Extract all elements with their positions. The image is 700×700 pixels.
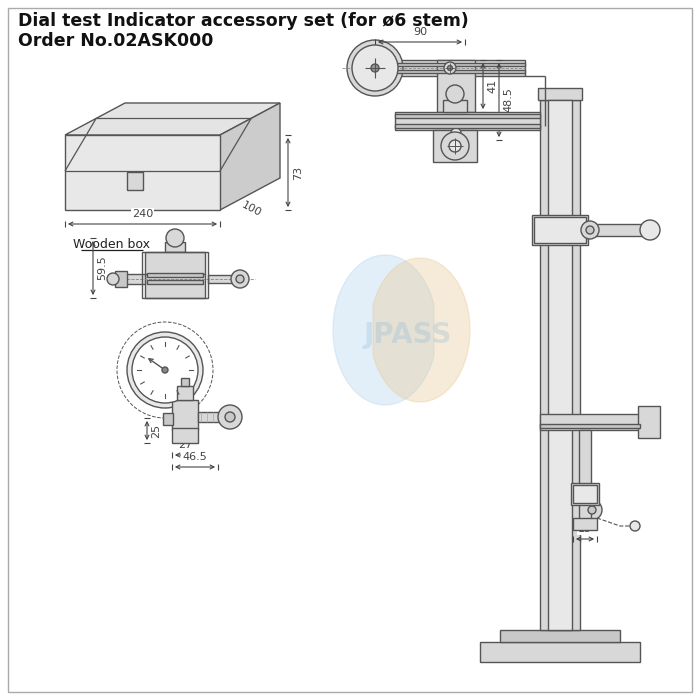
- Text: JPASS: JPASS: [364, 321, 452, 349]
- Bar: [125, 274, 145, 284]
- Circle shape: [132, 337, 198, 403]
- Bar: [375, 60, 525, 76]
- Text: 90: 90: [413, 27, 427, 37]
- Circle shape: [449, 140, 461, 152]
- Text: 41: 41: [487, 79, 497, 93]
- Text: 59.5: 59.5: [97, 256, 107, 281]
- Bar: [538, 88, 582, 100]
- Bar: [534, 217, 586, 243]
- Bar: [65, 135, 220, 210]
- Bar: [638, 406, 660, 438]
- Bar: [580, 224, 650, 236]
- Bar: [540, 100, 580, 630]
- Text: Dial test Indicator accessory set (for ø6 stem): Dial test Indicator accessory set (for ø…: [18, 12, 469, 30]
- Bar: [395, 114, 540, 118]
- Bar: [548, 100, 572, 630]
- Circle shape: [588, 506, 596, 514]
- Circle shape: [581, 221, 599, 239]
- Text: 46.5: 46.5: [183, 452, 207, 462]
- Bar: [443, 100, 467, 112]
- Text: 15: 15: [578, 524, 592, 534]
- Bar: [145, 274, 205, 298]
- Circle shape: [166, 229, 184, 247]
- Bar: [443, 126, 469, 140]
- Text: 73: 73: [293, 165, 303, 180]
- Bar: [163, 413, 173, 425]
- Bar: [142, 252, 208, 298]
- Bar: [447, 110, 465, 128]
- Circle shape: [225, 412, 235, 422]
- Bar: [375, 63, 525, 66]
- Polygon shape: [65, 103, 280, 135]
- Bar: [147, 273, 203, 277]
- Bar: [198, 412, 228, 422]
- Bar: [573, 518, 597, 530]
- Circle shape: [640, 220, 660, 240]
- Circle shape: [447, 66, 452, 71]
- Bar: [395, 124, 540, 128]
- Bar: [172, 428, 198, 443]
- Circle shape: [107, 273, 119, 285]
- Circle shape: [231, 270, 249, 288]
- Circle shape: [586, 226, 594, 234]
- Text: 100: 100: [240, 200, 264, 218]
- Bar: [172, 400, 198, 430]
- Circle shape: [582, 500, 602, 520]
- Polygon shape: [373, 258, 470, 402]
- Bar: [165, 242, 185, 252]
- Polygon shape: [333, 255, 434, 405]
- Text: 25: 25: [151, 424, 161, 438]
- Bar: [500, 630, 620, 642]
- Bar: [573, 485, 597, 503]
- Bar: [177, 386, 193, 400]
- Bar: [540, 424, 640, 428]
- Text: Wooden box: Wooden box: [73, 238, 150, 251]
- Polygon shape: [220, 103, 280, 210]
- Text: 27: 27: [178, 440, 192, 450]
- Bar: [437, 60, 475, 112]
- Circle shape: [441, 132, 469, 160]
- Circle shape: [446, 85, 464, 103]
- Circle shape: [630, 521, 640, 531]
- Bar: [208, 275, 236, 283]
- Bar: [480, 642, 640, 662]
- Circle shape: [127, 332, 203, 408]
- Circle shape: [352, 45, 398, 91]
- Bar: [540, 414, 640, 430]
- Bar: [579, 430, 591, 520]
- Bar: [433, 130, 477, 162]
- Bar: [532, 215, 588, 245]
- Bar: [395, 112, 540, 130]
- Circle shape: [218, 405, 242, 429]
- Circle shape: [371, 64, 379, 72]
- Bar: [145, 252, 205, 275]
- Circle shape: [451, 128, 461, 138]
- Bar: [571, 483, 599, 505]
- Bar: [147, 280, 203, 284]
- Circle shape: [162, 367, 168, 373]
- Bar: [127, 172, 143, 190]
- Bar: [375, 70, 525, 73]
- Text: 48.5: 48.5: [503, 88, 513, 113]
- Circle shape: [347, 40, 403, 96]
- Text: Order No.02ASK000: Order No.02ASK000: [18, 32, 213, 50]
- Circle shape: [444, 62, 456, 74]
- Bar: [115, 271, 127, 287]
- Text: 240: 240: [132, 209, 153, 219]
- Bar: [181, 378, 189, 386]
- Circle shape: [236, 275, 244, 283]
